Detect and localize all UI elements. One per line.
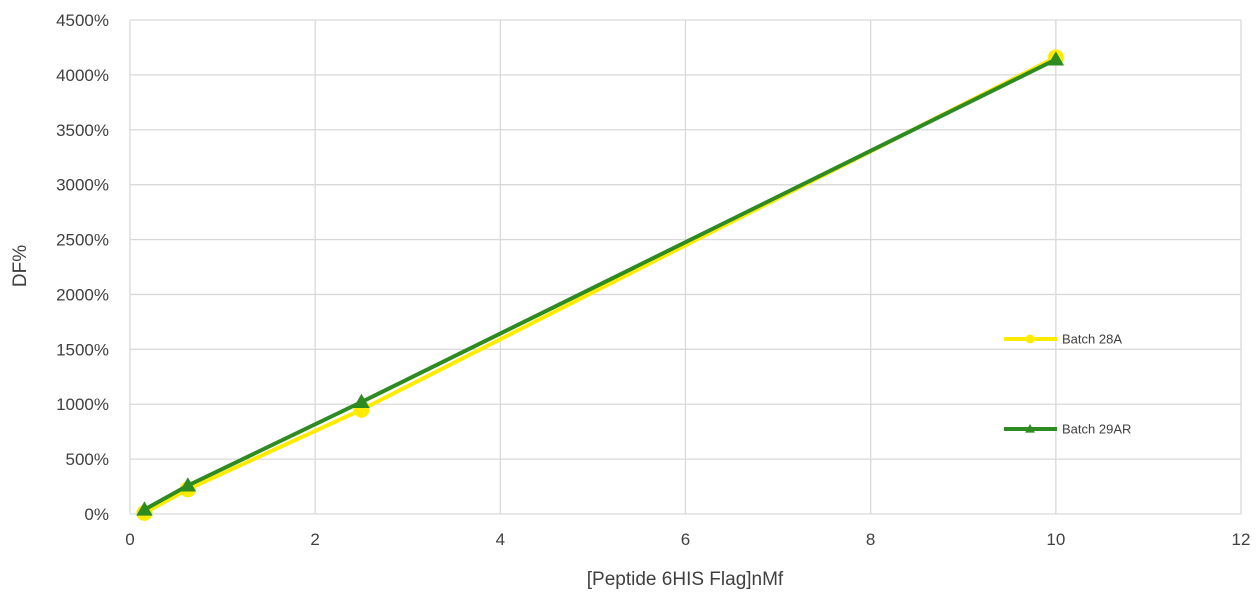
legend-label: Batch 29AR (1062, 422, 1131, 437)
y-tick-label: 3500% (56, 121, 109, 140)
y-tick-label: 500% (66, 450, 109, 469)
y-tick-label: 3000% (56, 176, 109, 195)
y-axis-title: DF% (10, 245, 31, 287)
series-2 (136, 51, 1065, 516)
data-point (179, 477, 197, 492)
series-line (143, 57, 1057, 512)
x-tick-label: 12 (1232, 530, 1251, 549)
x-tick-label: 10 (1046, 530, 1065, 549)
y-tick-label: 0% (84, 505, 109, 524)
data-point (353, 393, 370, 409)
x-tick-label: 8 (866, 530, 875, 549)
series-line (143, 55, 1057, 515)
y-tick-label: 4500% (56, 11, 109, 30)
x-tick-label: 6 (681, 530, 690, 549)
plot-series (136, 49, 1065, 521)
y-tick-label: 4000% (56, 66, 109, 85)
legend-item: Batch 29AR (1004, 422, 1131, 437)
x-tick-label: 4 (496, 530, 505, 549)
y-tick-label: 2500% (56, 231, 109, 250)
y-tick-label: 1000% (56, 395, 109, 414)
x-tick-label: 2 (310, 530, 319, 549)
legend-marker (1025, 334, 1035, 344)
x-tick-label: 0 (125, 530, 134, 549)
grid (129, 19, 1242, 515)
y-tick-labels: 0% 500% 1000% 1500% 2000% 2500% 3000% 3500% 4000… (56, 11, 109, 524)
y-tick-label: 2000% (56, 285, 109, 304)
data-point (1047, 51, 1065, 66)
legend-label: Batch 28A (1062, 332, 1122, 347)
x-tick-labels: 0 2 4 6 8 10 12 (125, 530, 1250, 549)
data-point (136, 501, 153, 516)
x-axis-title: [Peptide 6HIS Flag]nMf (587, 569, 784, 590)
legend-marker (1025, 424, 1035, 433)
y-tick-label: 1500% (56, 340, 109, 359)
legend-item: Batch 28A (1004, 332, 1122, 347)
legend: Batch 28A Batch 29AR (1004, 332, 1131, 437)
